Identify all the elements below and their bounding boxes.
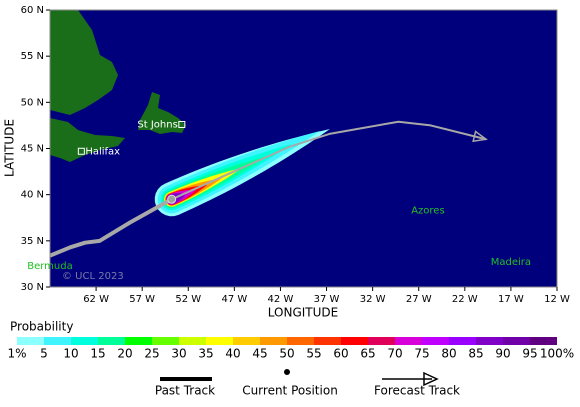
y-tick-label: 55 N <box>21 51 44 62</box>
forecast-track <box>171 120 487 201</box>
y-tick-label: 35 N <box>21 236 44 247</box>
colorbar-bin <box>449 337 476 345</box>
x-tick-label: 27 W <box>406 294 432 305</box>
x-tick-label: 17 W <box>498 294 524 305</box>
colorbar-label: 15 <box>90 347 105 361</box>
labrador <box>50 10 118 115</box>
y-tick-label: 60 N <box>21 5 44 16</box>
colorbar-label: 45 <box>252 347 267 361</box>
nova-scotia <box>50 118 125 162</box>
x-tick-label: 47 W <box>221 294 247 305</box>
colorbar-bin <box>233 337 260 345</box>
copyright: © UCL 2023 <box>62 271 124 282</box>
colorbar-label: 10 <box>63 347 78 361</box>
colorbar-bin <box>395 337 422 345</box>
colorbar-label: 75 <box>414 347 429 361</box>
colorbar-label: 90 <box>495 347 510 361</box>
colorbar-bin <box>71 337 98 345</box>
y-axis-label: LATITUDE <box>3 119 17 177</box>
legend-forecast-arrow <box>423 371 439 387</box>
colorbar-bin <box>260 337 287 345</box>
colorbar-label: 35 <box>198 347 213 361</box>
colorbar-label: 55 <box>306 347 321 361</box>
colorbar-bin <box>476 337 503 345</box>
y-tick-label: 30 N <box>21 282 44 293</box>
colorbar-bin <box>503 337 530 345</box>
y-tick-label: 40 N <box>21 190 44 201</box>
colorbar-bin <box>314 337 341 345</box>
newfoundland <box>138 92 186 134</box>
x-tick-label: 37 W <box>314 294 340 305</box>
legend-current-dot <box>284 369 290 375</box>
x-tick-label: 12 W <box>544 294 570 305</box>
colorbar-label: 30 <box>171 347 186 361</box>
colorbar-label: 25 <box>144 347 159 361</box>
past-track <box>50 197 173 258</box>
colorbar-label: 85 <box>468 347 483 361</box>
colorbar-bin <box>152 337 179 345</box>
city-marker <box>178 120 186 128</box>
colorbar-label: 5 <box>40 347 48 361</box>
colorbar-bin <box>422 337 449 345</box>
probability-title: Probability <box>10 320 73 334</box>
colorbar-bin <box>341 337 368 345</box>
colorbar-bin <box>125 337 152 345</box>
colorbar-label: 60 <box>333 347 348 361</box>
y-tick-label: 45 N <box>21 144 44 155</box>
colorbar-bin <box>179 337 206 345</box>
colorbar-bin <box>206 337 233 345</box>
x-tick-label: 32 W <box>360 294 386 305</box>
x-tick-label: 57 W <box>129 294 155 305</box>
legend-forecast-label: Forecast Track <box>374 384 460 398</box>
place-label: Madeira <box>491 257 531 268</box>
place-label: Bermuda <box>27 261 73 272</box>
x-tick-label: 62 W <box>83 294 109 305</box>
x-tick-label: 52 W <box>175 294 201 305</box>
colorbar-bin <box>17 337 44 345</box>
x-tick-label: 22 W <box>452 294 478 305</box>
colorbar-bin <box>44 337 71 345</box>
colorbar-label: 40 <box>225 347 240 361</box>
place-label: Halifax <box>85 146 120 157</box>
colorbar-label: 100% <box>540 347 574 361</box>
ocean <box>50 10 557 287</box>
legend-past-label: Past Track <box>155 384 215 398</box>
x-tick-label: 42 W <box>268 294 294 305</box>
x-axis-label: LONGITUDE <box>268 306 338 320</box>
city-marker <box>77 147 85 155</box>
colorbar-bin <box>368 337 395 345</box>
place-label: Azores <box>411 205 444 216</box>
y-tick-label: 50 N <box>21 97 44 108</box>
colorbar-label: 80 <box>441 347 456 361</box>
colorbar-label: 65 <box>360 347 375 361</box>
colorbar-bin <box>98 337 125 345</box>
colorbar-label: 70 <box>387 347 402 361</box>
forecast-arrow <box>472 130 488 143</box>
colorbar-bin <box>530 337 557 345</box>
place-label: St Johns <box>137 119 177 130</box>
land <box>50 10 488 258</box>
legend-current-label: Current Position <box>242 384 338 398</box>
colorbar-bin <box>287 337 314 345</box>
colorbar-label: 1% <box>7 347 26 361</box>
colorbar-label: 50 <box>279 347 294 361</box>
colorbar-label: 95 <box>522 347 537 361</box>
colorbar-label: 20 <box>117 347 132 361</box>
current-position <box>167 194 177 204</box>
